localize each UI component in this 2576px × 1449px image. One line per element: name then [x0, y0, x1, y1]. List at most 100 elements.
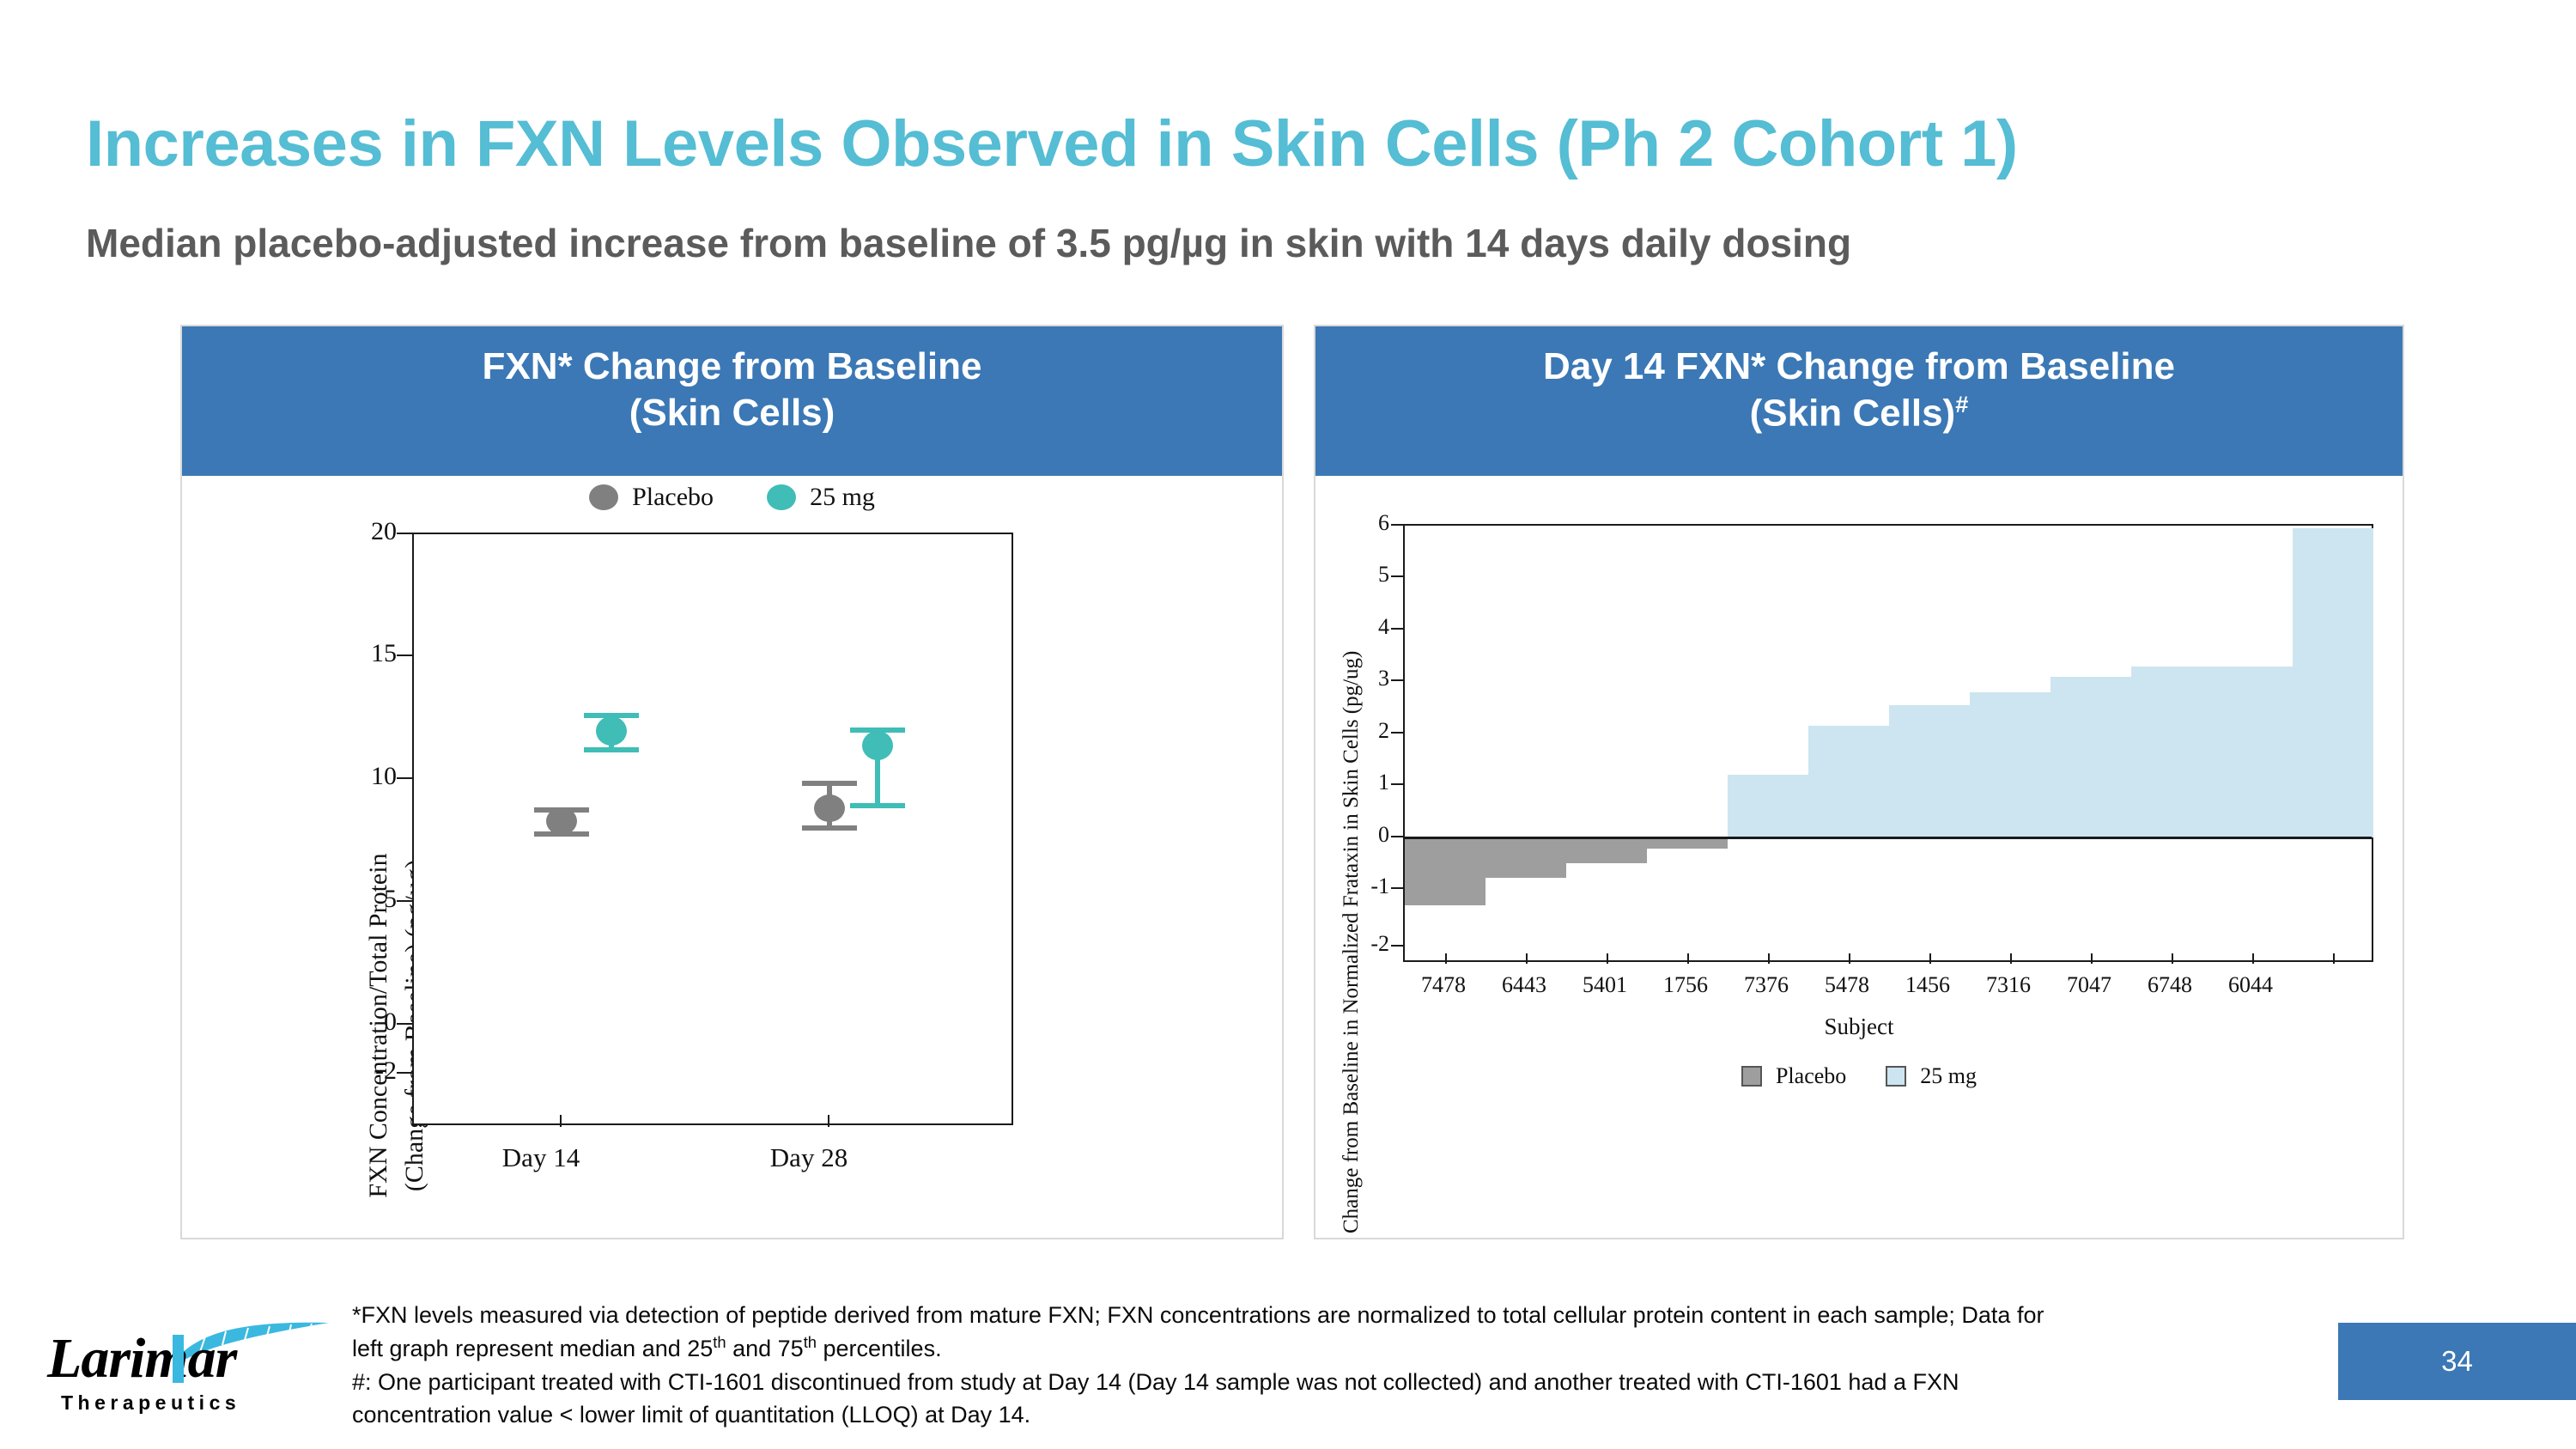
- right-chart-ytick-label-6: 6: [1378, 510, 1389, 535]
- right-chart-ytick-mark-3: [1391, 679, 1403, 681]
- right-chart-ytick-mark-4: [1391, 628, 1403, 630]
- right-chart-ytick-label-2: 2: [1378, 718, 1389, 743]
- left-chart-legend: Placebo 25 mg: [182, 483, 1282, 512]
- legend-item-placebo-bar: Placebo: [1741, 1063, 1846, 1089]
- right-chart-ytick-mark-5: [1391, 575, 1403, 577]
- errorbar-stem-25mg-day28: [875, 728, 880, 807]
- left-chart-plot-area: [412, 533, 1013, 1127]
- legend-dot-placebo-icon: [589, 484, 619, 510]
- legend-label-25mg: 25 mg: [810, 483, 875, 511]
- right-chart-xtick-label-7376: 7376: [1744, 972, 1789, 997]
- bar-25mg-extra: [2293, 528, 2373, 837]
- datapoint-25mg-day28: [862, 731, 893, 760]
- right-chart-xtick-label-5401: 5401: [1583, 972, 1627, 997]
- footnote-line-1: *FXN levels measured via detection of pe…: [352, 1302, 2044, 1328]
- right-chart-xtick-6: [1929, 953, 1931, 964]
- bar-25mg-6748: [2131, 667, 2212, 837]
- right-chart-xtick-label-6044: 6044: [2228, 972, 2273, 997]
- logo-accent-bar-icon: [173, 1335, 184, 1383]
- page-subtitle: Median placebo-adjusted increase from ba…: [86, 221, 1852, 265]
- right-chart-xtick-2: [1607, 953, 1608, 964]
- datapoint-25mg-day14: [596, 716, 627, 746]
- page-title: Increases in FXN Levels Observed in Skin…: [86, 107, 2018, 180]
- right-chart-xtick-label-5478: 5478: [1825, 972, 1869, 997]
- left-chart-ytick-mark-5: [397, 900, 412, 902]
- footnote-line-3: #: One participant treated with CTI-1601…: [352, 1368, 1959, 1395]
- bar-placebo-6443: [1485, 837, 1566, 878]
- right-chart-ytick-label-5: 5: [1378, 562, 1389, 587]
- footnote-line-2: left graph represent median and 25th and…: [352, 1331, 2344, 1365]
- panel-left-header: FXN* Change from Baseline (Skin Cells): [182, 326, 1282, 476]
- left-chart-ytick-label--2: -2: [375, 1056, 397, 1085]
- legend-swatch-placebo-icon: [1741, 1066, 1762, 1087]
- logo-swoosh-icon: [178, 1322, 329, 1359]
- left-chart-ytick-mark-10: [397, 777, 412, 779]
- left-chart-ytick-mark--2: [397, 1072, 412, 1074]
- legend-item-25mg-bar: 25 mg: [1886, 1063, 1977, 1089]
- left-chart-ytick-mark-20: [397, 533, 412, 534]
- legend-item-placebo: Placebo: [589, 483, 714, 512]
- left-chart-ytick-label-0: 0: [384, 1008, 397, 1036]
- right-chart-ytick-label--2: -2: [1370, 931, 1389, 956]
- right-chart-xtick-3: [1687, 953, 1689, 964]
- right-chart-xtick-label-1456: 1456: [1905, 972, 1950, 997]
- right-chart-xtick-label-1756: 1756: [1663, 972, 1708, 997]
- bar-placebo-5401: [1566, 837, 1647, 863]
- right-chart-xaxis-title: Subject: [1824, 1014, 1894, 1039]
- logo-tagline: Therapeutics: [61, 1391, 241, 1414]
- right-chart-xtick-label-6748: 6748: [2148, 972, 2192, 997]
- left-chart-xtick-day14: [560, 1115, 562, 1127]
- right-chart-xtick-11: [2333, 953, 2335, 964]
- panel-right-header-sup: #: [1955, 390, 1969, 417]
- legend-item-25mg: 25 mg: [767, 483, 875, 512]
- legend-label-placebo-bar: Placebo: [1775, 1063, 1847, 1088]
- right-chart-ytick-mark-6: [1391, 524, 1403, 526]
- panel-right-header: Day 14 FXN* Change from Baseline (Skin C…: [1315, 326, 2403, 476]
- panel-left-header-line2: (Skin Cells): [629, 391, 835, 434]
- right-chart-ytick-mark-2: [1391, 732, 1403, 734]
- right-chart-ytick-label-0: 0: [1378, 822, 1389, 847]
- left-chart-ytick-label-15: 15: [371, 639, 397, 667]
- left-chart-xtick-day28: [828, 1115, 829, 1127]
- datapoint-placebo-day28: [814, 795, 845, 822]
- footnote-line-2-post: percentiles.: [817, 1336, 942, 1362]
- right-chart-xtick-1: [1526, 953, 1528, 964]
- left-chart-xtick-label-day28: Day 28: [769, 1142, 848, 1172]
- panel-right-header-line2: (Skin Cells): [1749, 392, 1956, 435]
- errorbar-cap-bottom-placebo-day28: [802, 825, 857, 831]
- right-chart-xtick-7: [2010, 953, 2012, 964]
- right-chart-ytick-label-4: 4: [1378, 614, 1389, 639]
- bar-25mg-7376: [1728, 775, 1808, 837]
- right-chart-zero-line: [1405, 837, 2372, 839]
- panel-right-body: Change from Baseline in Normalized Frata…: [1315, 476, 2403, 1238]
- bar-placebo-1756: [1647, 837, 1728, 849]
- right-chart-xtick-label-6443: 6443: [1502, 972, 1546, 997]
- legend-label-25mg-bar: 25 mg: [1920, 1063, 1978, 1088]
- panel-right-header-line1: Day 14 FXN* Change from Baseline: [1542, 345, 2175, 387]
- company-logo: Larimar Therapeutics: [47, 1322, 329, 1417]
- logo-wordmark: Larimar: [47, 1327, 237, 1390]
- right-chart-ytick-label--1: -1: [1370, 874, 1389, 898]
- bar-25mg-5478: [1808, 726, 1889, 837]
- panel-left: FXN* Change from Baseline (Skin Cells) P…: [180, 325, 1284, 1239]
- left-chart-ytick-label-5: 5: [384, 885, 397, 913]
- right-chart-ytick-label-1: 1: [1378, 770, 1389, 795]
- legend-swatch-25mg-icon: [1886, 1066, 1907, 1087]
- left-chart-xtick-label-day14: Day 14: [501, 1142, 580, 1172]
- right-chart-ytick-mark-1: [1391, 783, 1403, 785]
- bar-25mg-7047: [2050, 677, 2131, 837]
- right-chart-xtick-label-7478: 7478: [1421, 972, 1466, 997]
- footnote-line-2-pre: left graph represent median and 25: [352, 1336, 714, 1362]
- bar-25mg-6044: [2212, 667, 2293, 837]
- panel-left-body: Placebo 25 mg FXN Concentration/Total Pr…: [182, 476, 1282, 1238]
- footnote-line-2-mid: and 75: [726, 1336, 804, 1362]
- footnotes: *FXN levels measured via detection of pe…: [352, 1299, 2344, 1431]
- right-chart-ytick-mark--2: [1391, 945, 1403, 947]
- errorbar-cap-bottom-25mg-day28: [850, 803, 905, 808]
- left-chart-ytick-mark-0: [397, 1023, 412, 1025]
- footnote-line-4: concentration value < lower limit of qua…: [352, 1401, 1031, 1428]
- panel-right: Day 14 FXN* Change from Baseline (Skin C…: [1314, 325, 2404, 1239]
- right-chart-xtick-label-7047: 7047: [2067, 972, 2111, 997]
- left-chart-ytick-label-20: 20: [371, 517, 397, 545]
- right-chart-xtick-10: [2252, 953, 2254, 964]
